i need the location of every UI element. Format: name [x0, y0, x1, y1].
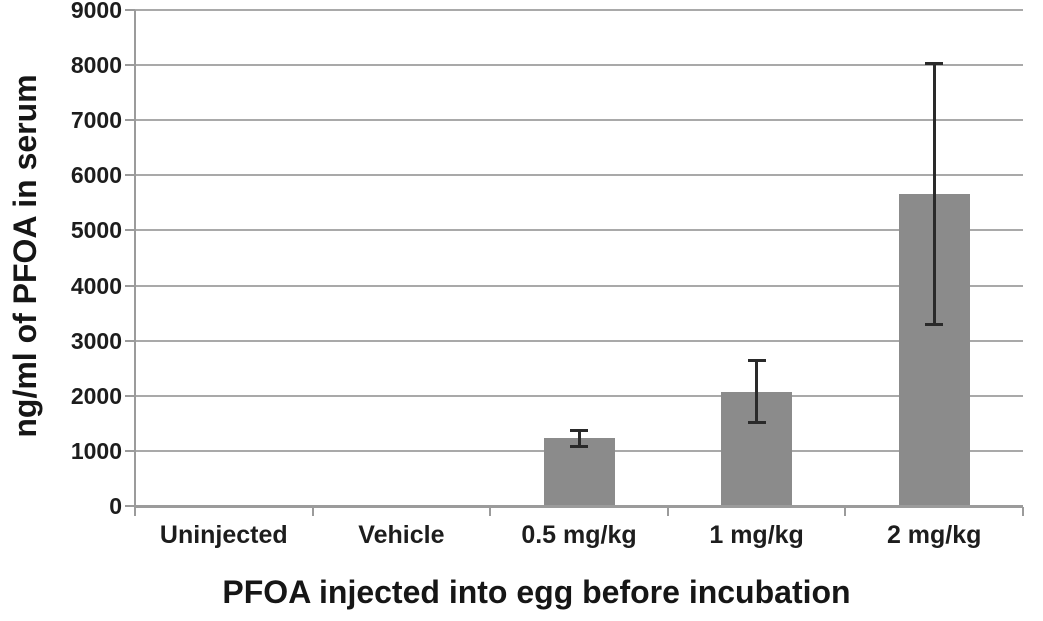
y-axis-tick-label: 9000: [70, 0, 122, 23]
x-axis-tick-mark: [666, 507, 669, 516]
error-bar-bottom-cap: [570, 444, 588, 448]
y-axis-tick-mark: [125, 339, 135, 342]
y-axis-tick-mark: [125, 64, 135, 67]
x-axis-title: PFOA injected into egg before incubation: [222, 574, 851, 610]
error-bar: [932, 62, 936, 327]
y-axis-tick-label: 7000: [70, 107, 122, 134]
y-axis-tick-label: 5000: [70, 217, 122, 244]
gridline: [135, 339, 1023, 342]
y-axis-tick-label: 2000: [70, 382, 122, 409]
x-axis-tick-mark: [489, 507, 492, 516]
error-bar-top-cap: [925, 62, 944, 66]
y-axis-tick-mark: [125, 229, 135, 232]
bar-0.5-mg-kg: [543, 438, 615, 506]
plot-area: [135, 9, 1023, 508]
gridline: [135, 9, 1023, 11]
x-axis-tick-mark: [844, 507, 847, 516]
error-bar: [577, 428, 581, 448]
x-axis-category-label: 1 mg/kg: [709, 521, 804, 549]
y-axis-tick-label: 0: [109, 493, 122, 519]
y-axis-tick-label: 8000: [70, 52, 122, 79]
x-axis-tick-mark: [134, 507, 136, 516]
error-bar-top-cap: [747, 359, 766, 363]
y-axis-tick-mark: [125, 119, 135, 122]
gridline: [135, 174, 1023, 177]
y-axis-tick-mark: [125, 394, 135, 397]
error-bar-bottom-cap: [747, 421, 766, 425]
gridline: [135, 64, 1023, 67]
gridline: [135, 394, 1023, 397]
x-axis-line: [135, 505, 1023, 508]
gridline: [135, 284, 1023, 287]
y-axis-tick-mark: [125, 284, 135, 287]
error-bar-bottom-cap: [925, 323, 944, 327]
x-axis-category-label: Uninjected: [159, 521, 288, 549]
x-axis-category-label: Vehicle: [358, 521, 445, 549]
gridline: [135, 229, 1023, 232]
x-axis-category-label: 2 mg/kg: [886, 521, 982, 549]
y-axis-tick-label: 3000: [70, 327, 122, 354]
y-axis-tick-mark: [125, 449, 135, 452]
x-axis-tick-mark: [311, 507, 314, 516]
y-axis-tick-mark: [125, 505, 135, 507]
y-axis-tick-label: 1000: [70, 437, 122, 464]
error-bar-top-cap: [570, 428, 588, 432]
error-bar: [755, 359, 759, 425]
x-axis-tick-mark: [1022, 507, 1024, 516]
y-axis-tick-mark: [125, 9, 135, 11]
x-axis-category-label: 0.5 mg/kg: [521, 521, 637, 549]
y-axis-tick-label: 4000: [70, 272, 122, 299]
gridline: [135, 119, 1023, 122]
y-axis-tick-label: 6000: [70, 162, 122, 189]
y-axis-tick-mark: [125, 174, 135, 177]
y-axis-line: [134, 10, 136, 507]
